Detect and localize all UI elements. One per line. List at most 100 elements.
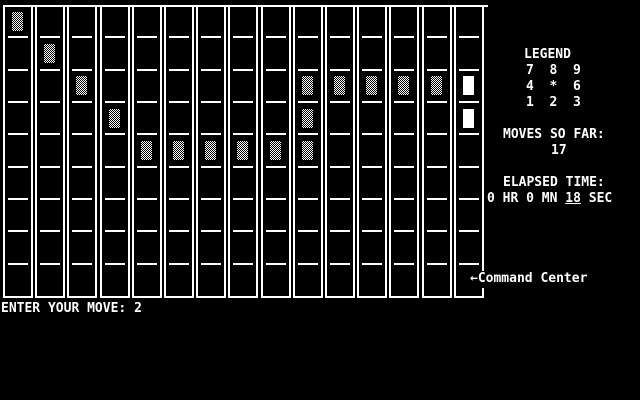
legend-row-top: 7 8 9 [526,63,581,78]
moves-value: 17 [551,143,567,158]
cell-divider [362,69,382,71]
cell-divider [233,69,253,71]
elapsed-seconds: 18 [565,191,581,206]
cell-divider [8,101,28,103]
cell-divider [459,230,479,232]
cell-divider [169,69,189,71]
cell-divider [330,230,350,232]
cell-divider [298,198,318,200]
cell-divider [362,166,382,168]
cell-divider [137,36,157,38]
cell-divider [233,36,253,38]
board-column-5 [132,7,162,298]
cell-divider [137,133,157,135]
legend-title: LEGEND [524,47,571,62]
cell-divider [298,230,318,232]
board-column-13 [389,7,419,298]
board-column-2 [35,7,65,298]
cell-divider [394,101,414,103]
cell-divider [266,230,286,232]
game-board [3,5,488,298]
cell-divider [427,36,447,38]
cell-divider [394,133,414,135]
solid-block [463,76,474,95]
cell-divider [362,263,382,265]
cell-divider [394,198,414,200]
cell-divider [72,166,92,168]
cell-divider [427,133,447,135]
cell-divider [233,230,253,232]
cell-divider [169,101,189,103]
move-input-value[interactable]: 2 [134,301,142,316]
cell-divider [8,198,28,200]
cell-divider [459,36,479,38]
cell-divider [40,36,60,38]
board-column-12 [357,7,387,298]
cell-divider [201,166,221,168]
cell-divider [105,263,125,265]
cell-divider [427,198,447,200]
cell-divider [8,36,28,38]
cell-divider [72,263,92,265]
board-column-3 [67,7,97,298]
cell-divider [137,263,157,265]
moves-label: MOVES SO FAR: [503,127,605,142]
cell-divider [72,198,92,200]
cell-divider [8,133,28,135]
cell-divider [266,263,286,265]
cell-divider [169,230,189,232]
cell-divider [427,69,447,71]
board-column-8 [228,7,258,298]
cell-divider [169,263,189,265]
cell-divider [459,101,479,103]
board-column-10 [293,7,323,298]
cell-divider [427,263,447,265]
cell-divider [169,166,189,168]
cell-divider [105,36,125,38]
dither-block [431,76,442,95]
cell-divider [72,69,92,71]
cell-divider [105,166,125,168]
cell-divider [459,69,479,71]
elapsed-label: ELAPSED TIME: [503,175,605,190]
cell-divider [233,263,253,265]
cell-divider [330,36,350,38]
dither-block [12,12,23,31]
cell-divider [8,69,28,71]
cell-divider [427,101,447,103]
cell-divider [362,133,382,135]
cell-divider [201,133,221,135]
elapsed-suffix: SEC [580,191,613,206]
cell-divider [40,101,60,103]
cell-divider [266,36,286,38]
cell-divider [105,198,125,200]
dither-block [76,76,87,95]
cell-divider [40,198,60,200]
cell-divider [105,101,125,103]
cell-divider [330,263,350,265]
cell-divider [298,263,318,265]
dither-block [109,109,120,128]
cell-divider [330,198,350,200]
dither-block [270,141,281,160]
cell-divider [233,198,253,200]
cell-divider [72,230,92,232]
board-column-11 [325,7,355,298]
cell-divider [72,36,92,38]
cell-divider [266,133,286,135]
dither-block [302,109,313,128]
cell-divider [298,166,318,168]
cell-divider [201,101,221,103]
cell-divider [201,69,221,71]
board-column-6 [164,7,194,298]
cell-divider [233,101,253,103]
dither-block [334,76,345,95]
board-column-7 [196,7,226,298]
dither-block [141,141,152,160]
cell-divider [72,133,92,135]
cell-divider [427,230,447,232]
dither-block [237,141,248,160]
cell-divider [137,166,157,168]
cell-divider [8,263,28,265]
cell-divider [201,263,221,265]
